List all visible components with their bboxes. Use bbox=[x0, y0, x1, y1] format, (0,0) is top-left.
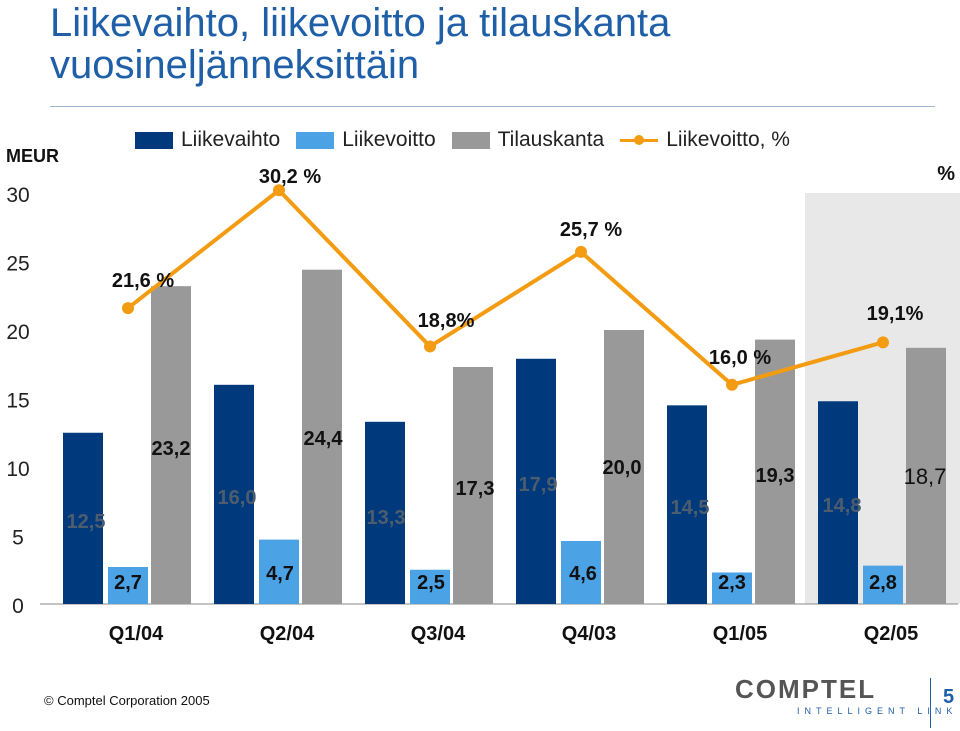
legend-label-liikevaihto: Liikevaihto bbox=[181, 128, 281, 151]
bar-liikevaihto-3 bbox=[516, 358, 556, 604]
page-number: 5 bbox=[943, 686, 955, 708]
line-point-4 bbox=[726, 378, 738, 391]
bar-label-liikevaihto: 16,0 bbox=[218, 487, 257, 509]
x-tick-label: Q1/05 bbox=[713, 623, 767, 645]
bar-liikevaihto-5 bbox=[818, 401, 858, 604]
x-tick-label: Q2/04 bbox=[260, 623, 315, 645]
bar-tilauskanta-3 bbox=[604, 330, 644, 604]
bar-tilauskanta-4 bbox=[755, 339, 795, 604]
y-tick-label: 0 bbox=[12, 595, 24, 618]
legend-label-liikevoitto-pct: Liikevoitto, % bbox=[666, 128, 790, 151]
x-tick-label: Q1/04 bbox=[109, 623, 164, 645]
y2-axis-title: % bbox=[937, 163, 955, 185]
bar-liikevaihto-1 bbox=[214, 384, 254, 604]
bar-label-tilauskanta: 19,3 bbox=[756, 465, 795, 487]
bar-label-liikevaihto: 17,9 bbox=[519, 474, 558, 496]
bar-label-liikevaihto: 14,8 bbox=[823, 495, 862, 517]
bar-label-tilauskanta: 20,0 bbox=[603, 457, 642, 479]
bar-label-tilauskanta: 17,3 bbox=[456, 478, 495, 500]
legend-swatch-liikevaihto bbox=[135, 131, 173, 149]
bar-liikevoitto-2 bbox=[410, 569, 450, 604]
footer-copyright: © Comptel Corporation 2005 bbox=[44, 693, 210, 708]
legend-item-tilauskanta: Tilauskanta bbox=[451, 128, 605, 152]
legend-swatch-liikevoitto bbox=[296, 131, 335, 149]
logo-sub-text: INTELLIGENT LINK bbox=[797, 706, 958, 716]
page-title: Liikevaihto, liikevoitto ja tilauskanta … bbox=[50, 1, 671, 87]
chart-legend: Liikevaihto Liikevoitto Tilauskanta Liik… bbox=[135, 127, 806, 153]
bar-liikevoitto-4 bbox=[712, 572, 752, 604]
bar-label-liikevaihto: 14,5 bbox=[671, 497, 710, 519]
bar-label-liikevoitto: 4,6 bbox=[569, 563, 597, 585]
bar-liikevaihto-0 bbox=[63, 432, 103, 604]
line-label-liikevoitto-pct: 25,7 % bbox=[560, 219, 622, 241]
legend-label-liikevoitto: Liikevoitto bbox=[342, 128, 436, 151]
y-tick-label: 30 bbox=[6, 184, 29, 207]
line-label-liikevoitto-pct: 16,0 % bbox=[709, 347, 771, 369]
bar-liikevoitto-0 bbox=[108, 567, 148, 604]
bar-tilauskanta-1 bbox=[302, 269, 342, 604]
line-label-liikevoitto-pct: 30,2 % bbox=[259, 166, 321, 188]
legend-label-tilauskanta: Tilauskanta bbox=[497, 128, 605, 151]
legend-swatch-tilauskanta bbox=[451, 131, 490, 149]
y-tick-label: 10 bbox=[6, 458, 29, 481]
bar-label-liikevoitto: 2,3 bbox=[718, 572, 746, 594]
legend-item-liikevoitto-pct: Liikevoitto, % bbox=[620, 128, 790, 152]
logo-main-text: COMPTEL bbox=[735, 674, 877, 704]
bar-label-liikevaihto: 12,5 bbox=[67, 511, 106, 533]
title-divider bbox=[50, 106, 935, 107]
x-tick-label: Q4/03 bbox=[562, 623, 616, 645]
line-point-1 bbox=[273, 184, 285, 197]
page-number-divider bbox=[930, 678, 931, 728]
bar-label-tilauskanta: 24,4 bbox=[304, 428, 344, 450]
bar-label-liikevoitto: 2,8 bbox=[869, 572, 897, 594]
legend-item-liikevoitto: Liikevoitto bbox=[296, 128, 436, 152]
bar-liikevaihto-4 bbox=[667, 405, 707, 604]
comptel-logo: COMPTEL INTELLIGENT LINK bbox=[735, 676, 957, 716]
legend-item-liikevaihto: Liikevaihto bbox=[135, 128, 280, 152]
line-point-2 bbox=[424, 340, 436, 353]
line-point-5 bbox=[877, 336, 889, 349]
line-label-liikevoitto-pct: 19,1% bbox=[867, 303, 924, 325]
bar-tilauskanta-5 bbox=[906, 347, 946, 604]
bar-liikevoitto-1 bbox=[259, 539, 299, 604]
y-tick-label: 20 bbox=[6, 321, 29, 344]
y-tick-label: 15 bbox=[6, 390, 29, 413]
x-tick-label: Q2/05 bbox=[864, 623, 918, 645]
bar-liikevoitto-3 bbox=[561, 540, 601, 604]
bar-label-liikevaihto: 13,3 bbox=[367, 507, 406, 529]
bar-label-liikevoitto: 2,5 bbox=[417, 572, 445, 594]
y-tick-label: 25 bbox=[6, 253, 29, 276]
bar-tilauskanta-2 bbox=[453, 366, 493, 604]
bar-label-tilauskanta: 23,2 bbox=[152, 438, 191, 460]
y-tick-label: 5 bbox=[12, 527, 24, 550]
legend-swatch-liikevoitto-pct bbox=[620, 132, 659, 149]
y-axis-title: MEUR bbox=[6, 146, 59, 166]
bar-liikevaihto-2 bbox=[365, 421, 405, 604]
line-label-liikevoitto-pct: 21,6 % bbox=[112, 270, 174, 292]
bar-label-liikevoitto: 2,7 bbox=[114, 572, 142, 594]
x-tick-label: Q3/04 bbox=[411, 623, 466, 645]
line-liikevoitto-pct bbox=[126, 188, 884, 387]
bar-label-tilauskanta: 18,7 bbox=[904, 464, 947, 489]
bar-liikevoitto-5 bbox=[863, 565, 903, 604]
bar-tilauskanta-0 bbox=[151, 286, 191, 604]
line-label-liikevoitto-pct: 18,8% bbox=[418, 310, 475, 332]
bar-label-liikevoitto: 4,7 bbox=[266, 563, 294, 585]
line-point-0 bbox=[122, 302, 134, 315]
line-point-3 bbox=[575, 245, 587, 258]
footer-text: Comptel Corporation 2005 bbox=[57, 693, 210, 708]
copyright-symbol: © bbox=[44, 693, 54, 708]
